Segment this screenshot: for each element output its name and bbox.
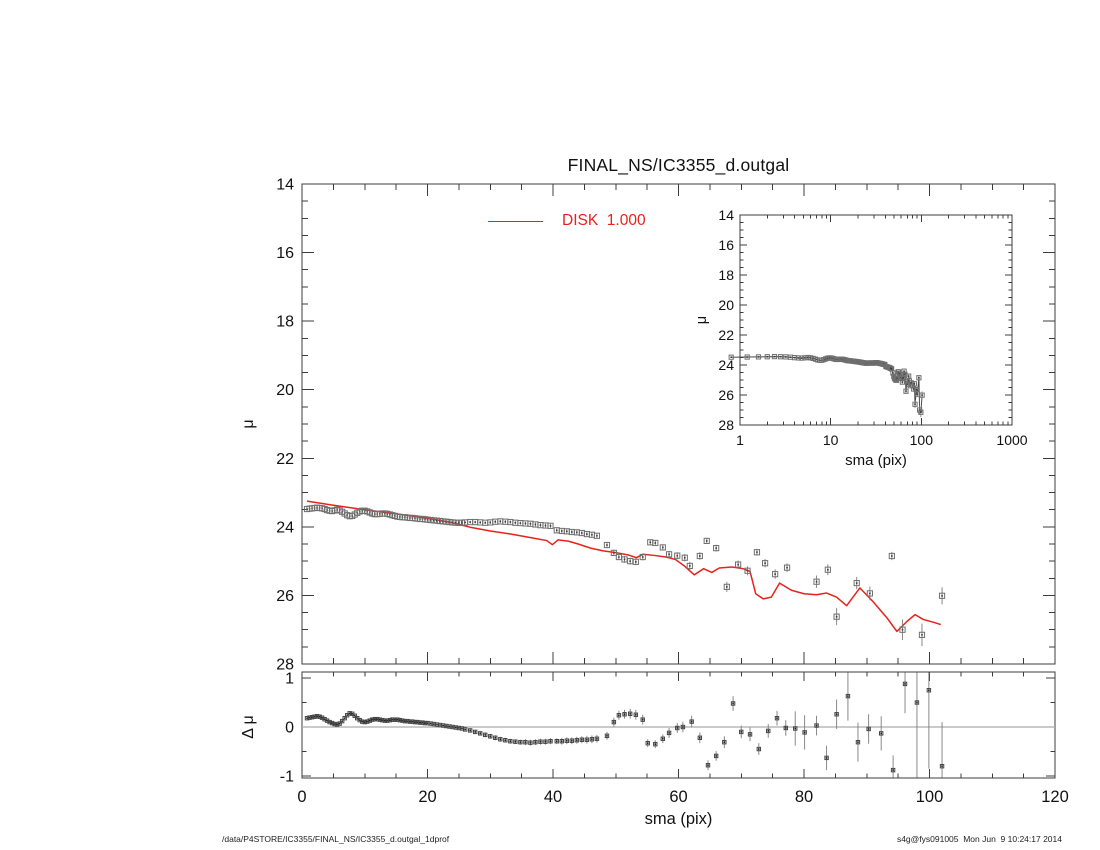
svg-text:20: 20: [276, 382, 294, 399]
svg-text:10: 10: [823, 432, 839, 448]
svg-text:22: 22: [718, 327, 734, 343]
svg-text:22: 22: [276, 451, 294, 468]
svg-text:18: 18: [276, 314, 294, 331]
svg-text:80: 80: [795, 788, 813, 806]
inset-data-series: [728, 354, 925, 418]
svg-text:120: 120: [1041, 788, 1069, 806]
svg-text:100: 100: [910, 432, 934, 448]
svg-text:14: 14: [276, 177, 294, 194]
svg-text:sma (pix): sma (pix): [845, 452, 907, 469]
svg-text:40: 40: [544, 788, 562, 806]
svg-text:Δ μ: Δ μ: [240, 715, 257, 738]
svg-text:26: 26: [276, 588, 294, 605]
main-axes: 14 16 18 20 22 24 26 28 μ: [240, 177, 1056, 674]
svg-text:14: 14: [718, 207, 734, 223]
svg-text:24: 24: [718, 357, 734, 373]
svg-text:26: 26: [718, 387, 734, 403]
legend: DISK 1.000: [488, 212, 646, 230]
svg-text:28: 28: [718, 417, 734, 433]
plot-title: FINAL_NS/IC3355_d.outgal: [567, 155, 790, 175]
svg-text:sma (pix): sma (pix): [645, 810, 713, 828]
svg-text:0: 0: [285, 720, 294, 737]
svg-text:16: 16: [718, 237, 734, 253]
residual-data-series: [304, 672, 945, 778]
main-plot: 14 16 18 20 22 24 26 28 μ: [240, 177, 1056, 674]
inset-axes: 1 10 100 1000 14 16 18 20 22 24 26 28 μ sma (pix): [694, 207, 1028, 469]
svg-text:100: 100: [916, 788, 944, 806]
svg-text:18: 18: [718, 267, 734, 283]
svg-text:20: 20: [718, 297, 734, 313]
svg-text:24: 24: [276, 519, 294, 536]
inset-plot: 1 10 100 1000 14 16 18 20 22 24 26 28 μ sma (pix): [694, 207, 1028, 469]
svg-text:60: 60: [669, 788, 687, 806]
legend-disk-line-swatch: [488, 220, 543, 222]
svg-text:28: 28: [276, 657, 294, 674]
svg-text:16: 16: [276, 245, 294, 262]
main-data-series: [303, 504, 946, 647]
svg-text:1: 1: [736, 432, 744, 448]
svg-text:-1: -1: [280, 769, 294, 786]
svg-text:1: 1: [285, 671, 294, 688]
legend-disk-label: DISK 1.000: [562, 212, 646, 229]
svg-text:1000: 1000: [996, 432, 1027, 448]
svg-text:0: 0: [297, 788, 306, 806]
footer-path: /data/P4STORE/IC3355/FINAL_NS/IC3355_d.o…: [222, 834, 450, 844]
svg-text:20: 20: [418, 788, 436, 806]
svg-text:μ: μ: [694, 316, 710, 324]
svg-text:μ: μ: [240, 419, 257, 428]
footer-user-timestamp: s4g@fys091005 Mon Jun 9 10:24:17 2014: [896, 834, 1062, 844]
disk-model-line: [306, 500, 942, 633]
